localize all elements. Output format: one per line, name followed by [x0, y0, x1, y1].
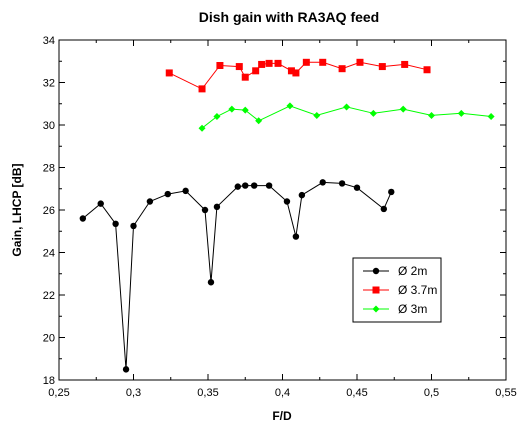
y-axis-label: Gain, LHCP [dB]	[10, 163, 24, 256]
data-point	[283, 198, 291, 205]
legend-entry: Ø 3.7m	[363, 283, 437, 297]
y-tick-label: 28	[43, 163, 55, 175]
data-point	[343, 103, 351, 111]
legend: Ø 2m Ø 3.7m Ø 3m	[352, 257, 442, 323]
y-tick-label: 34	[43, 35, 55, 47]
data-point	[97, 200, 104, 207]
data-point	[112, 220, 119, 228]
x-axis: 0,25 0,3 0,35 0,4 0,45 0,5 0,55	[48, 40, 517, 399]
y-axis: 18 20 22 24 26 28 30 32 34	[43, 35, 506, 387]
data-point	[252, 67, 260, 75]
data-point	[388, 188, 395, 196]
data-point	[234, 183, 241, 190]
plot-frame	[58, 39, 507, 381]
x-tick-label: 0,55	[495, 387, 516, 399]
data-point	[265, 182, 273, 189]
y-tick-label: 30	[43, 120, 55, 132]
y-tick-label: 26	[43, 205, 55, 217]
x-tick-label: 0,4	[275, 387, 290, 399]
series-2	[198, 102, 495, 132]
y-tick-label: 22	[43, 290, 55, 302]
data-point	[255, 117, 263, 125]
data-point	[201, 206, 209, 214]
legend-label: Ø 3m	[398, 302, 427, 316]
data-point	[356, 58, 364, 66]
x-tick-label: 0,5	[424, 387, 439, 399]
data-point	[241, 106, 249, 114]
data-point	[423, 66, 431, 74]
x-axis-label: F/D	[272, 409, 292, 423]
data-point	[182, 187, 189, 195]
data-point	[130, 222, 137, 230]
data-point	[457, 109, 465, 117]
data-point	[79, 215, 87, 222]
data-point	[292, 69, 300, 77]
data-point	[274, 59, 282, 67]
y-tick-label: 32	[43, 78, 55, 90]
series-line	[82, 181, 392, 370]
legend-marker	[372, 305, 380, 313]
y-tick-label: 20	[43, 333, 55, 345]
legend-marker	[372, 286, 380, 294]
data-point	[380, 205, 388, 213]
data-point	[207, 279, 215, 286]
data-point	[165, 69, 173, 77]
x-tick-label: 0,45	[346, 387, 367, 399]
data-point	[378, 63, 386, 71]
legend-marker	[372, 267, 380, 275]
data-point	[319, 58, 327, 66]
data-point	[302, 58, 310, 66]
data-point	[399, 105, 407, 113]
data-point	[298, 191, 306, 199]
data-point	[338, 65, 346, 73]
data-point	[164, 190, 171, 198]
data-point	[292, 233, 300, 240]
series-1	[165, 58, 431, 93]
data-point	[286, 102, 294, 110]
y-tick-label: 18	[43, 375, 55, 387]
data-point	[428, 111, 435, 119]
data-point	[338, 180, 346, 187]
data-point	[313, 111, 321, 119]
data-point	[213, 113, 221, 120]
plot-area	[58, 39, 507, 381]
data-point	[122, 366, 130, 373]
data-point	[487, 113, 495, 120]
data-point	[216, 62, 224, 69]
data-point	[287, 67, 295, 75]
legend-label: Ø 2m	[398, 264, 427, 278]
x-tick-label: 0,25	[48, 387, 69, 399]
x-tick-label: 0,3	[126, 387, 141, 399]
legend-label: Ø 3.7m	[398, 283, 437, 297]
series-layer	[79, 58, 495, 373]
data-point	[369, 109, 377, 117]
data-point	[319, 179, 326, 186]
chart-title: Dish gain with RA3AQ feed	[199, 9, 379, 25]
data-point	[228, 105, 236, 113]
data-point	[241, 73, 249, 81]
data-point	[242, 182, 249, 189]
data-point	[235, 63, 243, 71]
data-point	[250, 182, 258, 189]
data-point	[265, 59, 273, 67]
series-0	[79, 179, 395, 373]
legend-entry: Ø 2m	[363, 264, 427, 278]
legend-entry: Ø 3m	[363, 302, 427, 316]
data-point	[213, 203, 221, 211]
x-tick-label: 0,35	[197, 387, 218, 399]
data-point	[198, 85, 206, 93]
data-point	[401, 60, 409, 68]
data-point	[258, 60, 266, 68]
data-point	[146, 198, 154, 205]
data-point	[198, 124, 206, 132]
y-tick-label: 24	[43, 248, 55, 260]
data-point	[353, 184, 361, 191]
